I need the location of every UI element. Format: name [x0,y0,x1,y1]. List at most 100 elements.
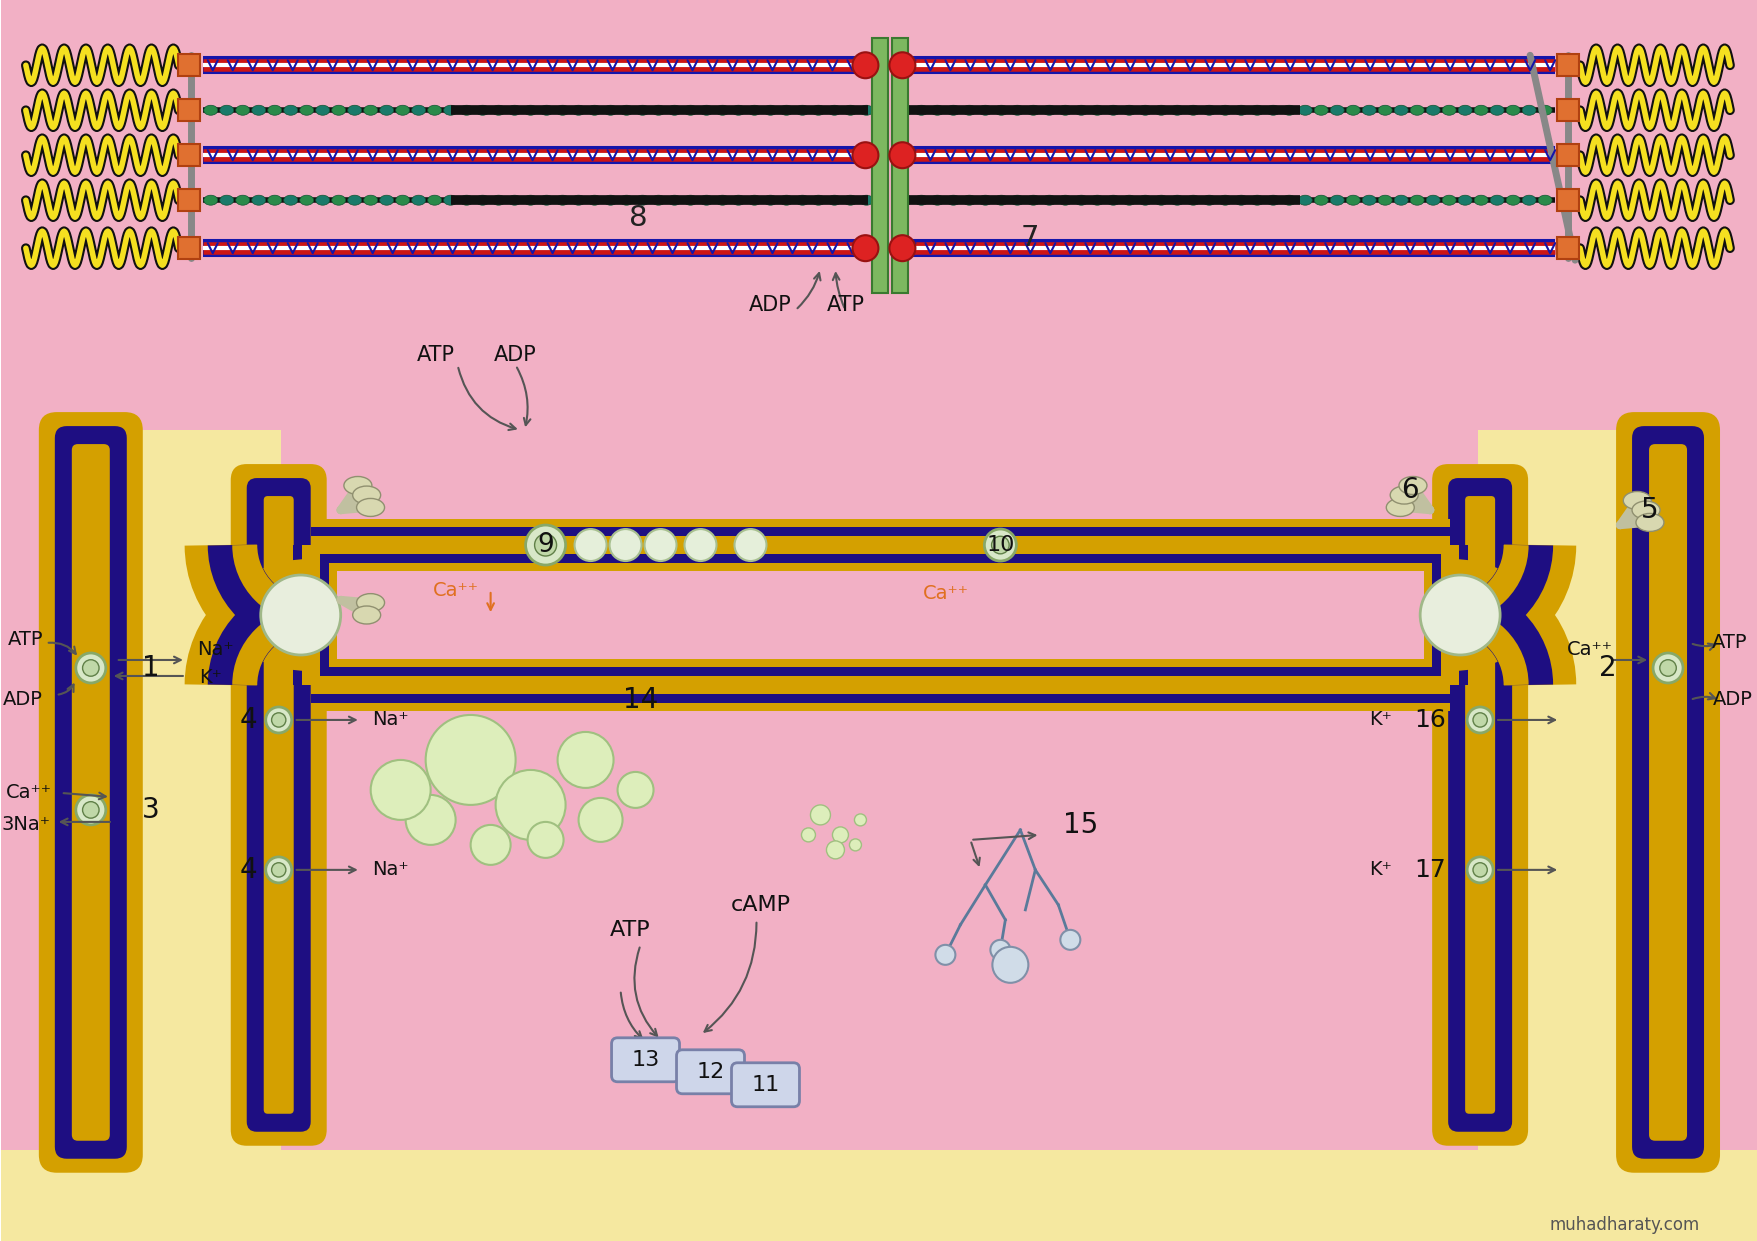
Circle shape [83,802,98,818]
Ellipse shape [348,105,362,115]
Ellipse shape [344,477,372,494]
Ellipse shape [1058,105,1072,115]
Circle shape [1059,930,1081,949]
Ellipse shape [747,105,761,115]
Ellipse shape [348,195,362,205]
Circle shape [495,769,566,840]
Ellipse shape [539,195,553,205]
Ellipse shape [961,195,975,205]
Ellipse shape [1233,105,1247,115]
Text: 4: 4 [239,856,257,884]
Ellipse shape [1010,195,1024,205]
Ellipse shape [683,105,698,115]
Text: ADP: ADP [494,345,536,365]
Bar [311,519,1450,571]
Ellipse shape [636,195,648,205]
Ellipse shape [1297,195,1311,205]
Circle shape [1652,653,1681,683]
Circle shape [683,529,717,561]
Text: 12: 12 [696,1062,724,1082]
Ellipse shape [1441,105,1455,115]
Circle shape [849,839,861,851]
Ellipse shape [267,105,281,115]
Text: 15: 15 [1061,810,1098,839]
Ellipse shape [1490,105,1504,115]
Circle shape [1420,575,1499,655]
Circle shape [76,653,105,683]
Text: ATP: ATP [826,295,864,315]
Ellipse shape [914,105,928,115]
Ellipse shape [603,195,617,205]
Ellipse shape [459,195,473,205]
Circle shape [991,536,1009,553]
Bar [177,144,200,166]
Ellipse shape [1457,105,1471,115]
Ellipse shape [1026,105,1040,115]
Ellipse shape [1393,195,1407,205]
Ellipse shape [812,195,826,205]
Ellipse shape [364,105,378,115]
Bar [1478,431,1717,1160]
Text: Ca⁺⁺: Ca⁺⁺ [922,583,968,603]
Ellipse shape [427,105,441,115]
Text: Ca⁺⁺: Ca⁺⁺ [432,581,478,599]
Ellipse shape [1522,195,1536,205]
Ellipse shape [1265,105,1279,115]
Circle shape [260,575,341,655]
Ellipse shape [1490,195,1504,205]
Ellipse shape [571,105,585,115]
Ellipse shape [357,593,385,612]
Ellipse shape [1441,195,1455,205]
Ellipse shape [715,105,729,115]
Ellipse shape [945,105,959,115]
Ellipse shape [1346,105,1360,115]
Ellipse shape [1042,105,1056,115]
Text: ADP: ADP [4,690,42,710]
Ellipse shape [235,105,249,115]
Ellipse shape [668,105,682,115]
Circle shape [575,529,606,561]
Circle shape [854,814,866,827]
Circle shape [889,52,915,78]
Ellipse shape [508,195,522,205]
Ellipse shape [652,195,666,205]
Ellipse shape [636,105,648,115]
Ellipse shape [571,195,585,205]
Text: 10: 10 [986,535,1014,555]
Ellipse shape [652,105,666,115]
Text: ATP: ATP [1711,633,1746,653]
Circle shape [1472,862,1486,877]
Ellipse shape [1186,105,1200,115]
Bar [311,571,1450,659]
Circle shape [810,805,829,825]
Ellipse shape [715,195,729,205]
Ellipse shape [1074,105,1088,115]
Text: cAMP: cAMP [731,895,791,915]
Ellipse shape [898,195,912,205]
Circle shape [984,529,1016,561]
Ellipse shape [1314,105,1328,115]
Text: 3: 3 [142,795,160,824]
Ellipse shape [763,195,777,205]
Ellipse shape [1218,195,1232,205]
Ellipse shape [1026,195,1040,205]
Text: ATP: ATP [416,345,455,365]
Ellipse shape [1137,105,1151,115]
Ellipse shape [587,195,601,205]
Ellipse shape [1506,105,1520,115]
Ellipse shape [1154,105,1168,115]
Ellipse shape [1170,105,1184,115]
Bar [285,545,337,685]
Bar [177,55,200,76]
Ellipse shape [1281,105,1295,115]
Ellipse shape [1362,195,1376,205]
FancyBboxPatch shape [246,478,311,1132]
FancyBboxPatch shape [1464,496,1493,1113]
FancyBboxPatch shape [676,1050,743,1093]
FancyBboxPatch shape [611,1037,680,1082]
Text: 1: 1 [142,654,160,683]
Text: 9: 9 [538,532,553,558]
Ellipse shape [235,195,249,205]
Text: 17: 17 [1413,858,1446,882]
Circle shape [265,707,292,733]
